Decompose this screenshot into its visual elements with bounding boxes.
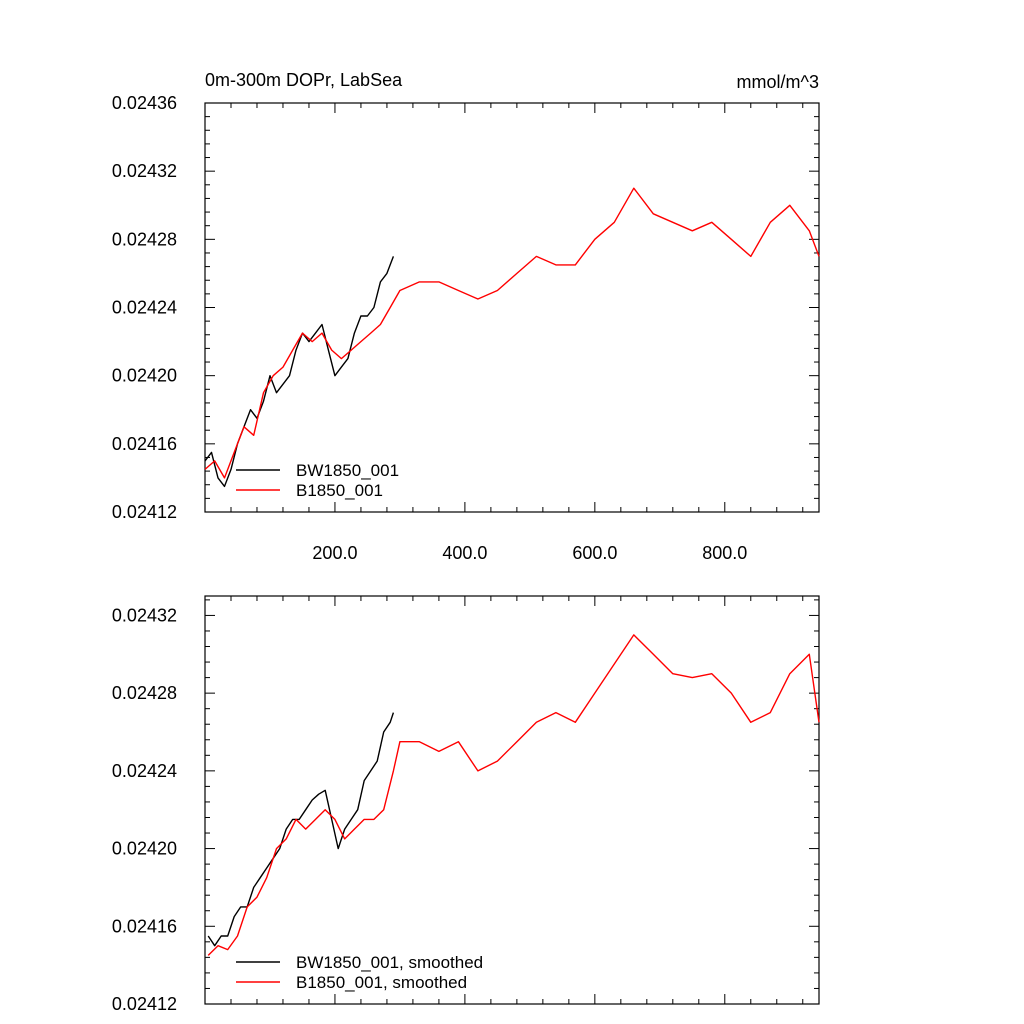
top-plot-frame	[204, 102, 820, 513]
top-panel: 0.02412 0.02416 0.02420 0.02424 0.02428 0.024…	[112, 70, 820, 563]
bottom-series-lines	[207, 634, 820, 956]
bottom-axis-ticks	[205, 596, 819, 1005]
top-series-lines	[204, 187, 820, 488]
bottom-tick-labels: 0.02412 0.02416 0.02420 0.02424 0.02428 0.024…	[112, 605, 177, 1014]
top-ytick-label: 0.02432	[112, 161, 177, 181]
top-ytick-label: 0.02428	[112, 229, 177, 249]
top-series-line-b1850	[204, 187, 820, 479]
bottom-legend: BW1850_001, smoothed B1850_001, smoothed	[236, 953, 483, 992]
top-xtick-label: 800.0	[702, 543, 747, 563]
bottom-ytick-label: 0.02424	[112, 761, 177, 781]
bottom-legend-label-b1850: B1850_001, smoothed	[296, 973, 467, 992]
bottom-ytick-label: 0.02428	[112, 683, 177, 703]
bottom-ytick-label: 0.02412	[112, 994, 177, 1014]
bottom-plot-frame	[204, 595, 820, 1005]
top-units-label: mmol/m^3	[737, 72, 819, 92]
top-xtick-label: 600.0	[572, 543, 617, 563]
top-ytick-label: 0.02416	[112, 434, 177, 454]
top-tick-labels: 0.02412 0.02416 0.02420 0.02424 0.02428 0.024…	[112, 93, 747, 563]
top-legend-label-b1850: B1850_001	[296, 481, 383, 500]
bottom-legend-label-bw1850: BW1850_001, smoothed	[296, 953, 483, 972]
top-ytick-label: 0.02420	[112, 366, 177, 386]
top-chart-title: 0m-300m DOPr, LabSea	[205, 70, 403, 90]
bottom-panel: 0.02412 0.02416 0.02420 0.02424 0.02428 0.024…	[112, 595, 820, 1014]
bottom-series-line-b1850	[207, 634, 820, 956]
top-ytick-label: 0.02436	[112, 93, 177, 113]
top-xtick-label: 400.0	[442, 543, 487, 563]
top-legend: BW1850_001 B1850_001	[236, 461, 399, 500]
top-series-line-bw1850	[204, 256, 395, 488]
bottom-series-line-bw1850	[207, 712, 395, 947]
bottom-ytick-label: 0.02416	[112, 916, 177, 936]
top-xtick-label: 200.0	[312, 543, 357, 563]
top-legend-label-bw1850: BW1850_001	[296, 461, 399, 480]
top-axis-ticks	[205, 102, 819, 513]
bottom-ytick-label: 0.02432	[112, 605, 177, 625]
bottom-ytick-label: 0.02420	[112, 839, 177, 859]
top-ytick-label: 0.02412	[112, 502, 177, 522]
top-ytick-label: 0.02424	[112, 298, 177, 318]
